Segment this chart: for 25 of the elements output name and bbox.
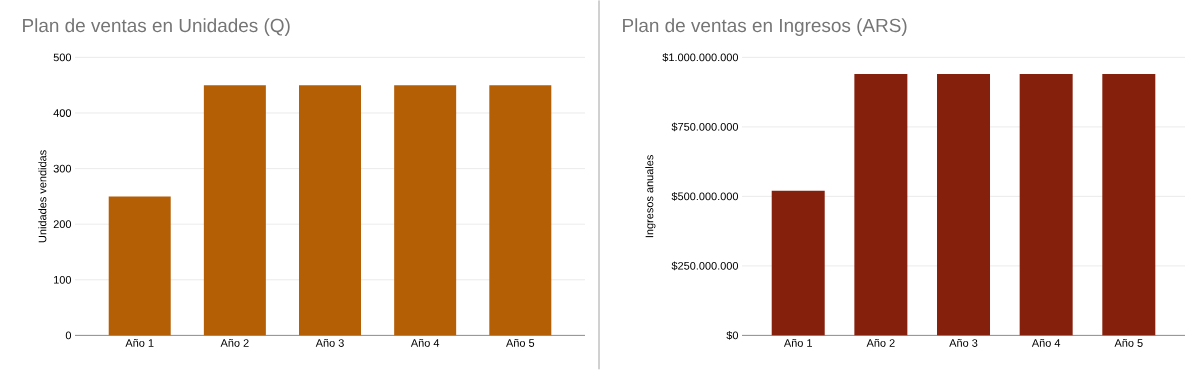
x-tick-label: Año 4 [1031,339,1061,347]
y-tick-label: 300 [53,164,72,173]
y-tick-label: $750.000.000 [671,122,739,132]
y-tick-label: 200 [53,220,72,229]
x-tick-label: Año 3 [315,339,344,347]
y-tick-label: 500 [53,53,72,62]
x-tick-label: Año 3 [949,339,978,347]
chart-title: Plan de ventas en Unidades (Q) [23,18,290,36]
x-tick-label: Año 1 [783,339,812,347]
chart-title: Plan de ventas en Ingresos (ARS) [623,18,907,36]
x-tick-label: Año 5 [506,339,535,347]
x-tick-label: Año 4 [410,339,440,347]
y-tick-label: $0 [726,331,739,340]
y-axis-title: Ingresos anuales [645,155,656,238]
y-tick-label: 100 [54,276,72,284]
y-tick-label: 400 [53,109,72,117]
y-tick-label: $250.000.000 [671,261,739,271]
y-tick-label: $1.000.000.000 [662,53,739,62]
x-tick-label: Año 1 [125,339,154,347]
x-tick-label: Año 2 [866,339,895,347]
y-axis-title: Unidades vendidas [38,150,47,243]
y-tick-label: $500.000.000 [671,192,739,201]
x-tick-label: Año 2 [220,339,249,347]
x-tick-label: Año 5 [1114,339,1143,347]
y-tick-label: 0 [65,331,72,340]
